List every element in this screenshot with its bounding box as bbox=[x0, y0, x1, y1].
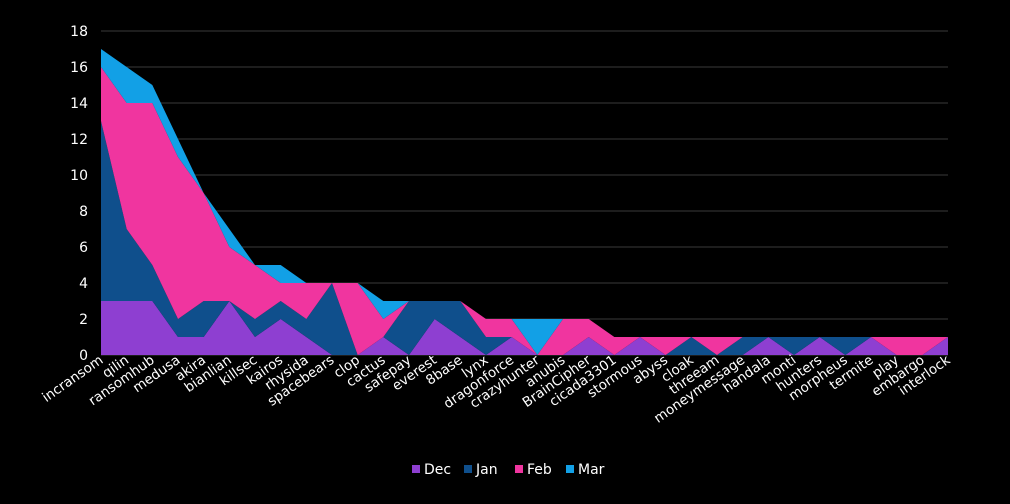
y-tick-label: 10 bbox=[70, 168, 88, 184]
legend-swatch-feb bbox=[515, 465, 523, 473]
y-tick-label: 16 bbox=[70, 60, 88, 76]
y-tick-label: 6 bbox=[79, 240, 88, 256]
area-layer bbox=[101, 49, 948, 355]
y-tick-label: 14 bbox=[70, 96, 88, 112]
y-tick-label: 12 bbox=[70, 132, 88, 148]
y-axis-ticks: 0 2 4 6 8 10 12 14 16 18 bbox=[70, 24, 88, 364]
legend-swatch-mar bbox=[566, 465, 574, 473]
legend-label-mar: Mar bbox=[578, 462, 605, 478]
y-tick-label: 0 bbox=[79, 348, 88, 364]
legend-label-jan: Jan bbox=[475, 462, 498, 478]
y-tick-label: 8 bbox=[79, 204, 88, 220]
legend-swatch-jan bbox=[464, 465, 472, 473]
legend-label-feb: Feb bbox=[527, 462, 552, 478]
legend: Dec Jan Feb Mar bbox=[412, 462, 605, 478]
legend-swatch-dec bbox=[412, 465, 420, 473]
legend-label-dec: Dec bbox=[424, 462, 451, 478]
y-tick-label: 18 bbox=[70, 24, 88, 40]
area-series-dec bbox=[101, 301, 948, 355]
area-series-feb bbox=[101, 67, 948, 355]
x-axis-ticks: incransomqilinransomhubmedusaakirabianli… bbox=[39, 352, 953, 427]
y-tick-label: 4 bbox=[79, 276, 88, 292]
area-series-jan bbox=[101, 121, 948, 355]
y-tick-label: 2 bbox=[79, 312, 88, 328]
